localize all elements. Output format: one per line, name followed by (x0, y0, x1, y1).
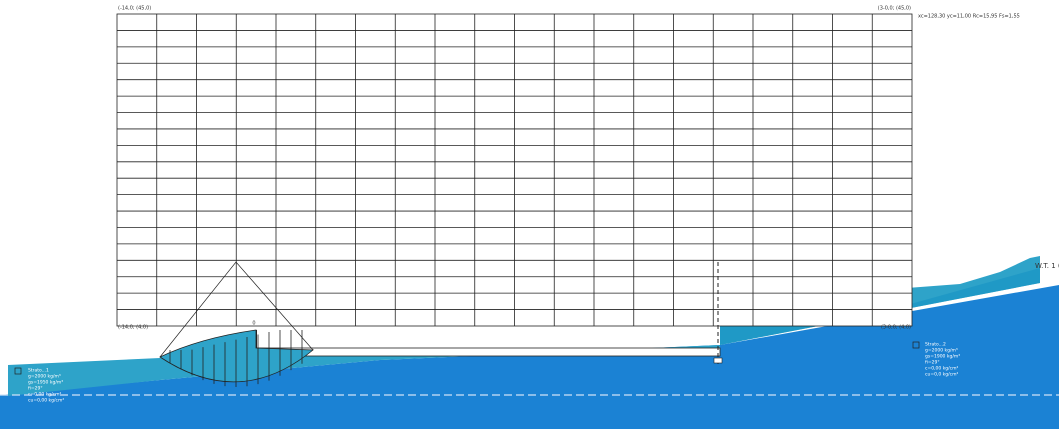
corner-label: (3-0,0; (4,0) (881, 325, 911, 331)
stratum-icon (912, 341, 920, 349)
water-table-label: W.T. 1 (A (1035, 262, 1059, 270)
corner-label: (-14,0; (4,0) (118, 325, 148, 331)
stratum-property: gs=1950 kg/m³ (28, 380, 63, 386)
foundation-slab (254, 347, 721, 357)
stratum-property: Strato...2 (925, 342, 946, 348)
lower-stratum (0, 285, 1059, 429)
circle-info: xc=128,30 yc=11,00 Rc=15,95 Fs=1,55 (918, 14, 1020, 20)
stratum-property: fi=29° (925, 360, 940, 366)
stratum-property: g=2000 kg/m³ (28, 374, 61, 380)
stratum-property: g=2000 kg/m³ (925, 348, 958, 354)
slip-radius (159, 261, 314, 358)
slices (169, 330, 303, 387)
corner-label: (3-0,0; (45,0) (878, 6, 911, 12)
corner-label: (-14,0; (45,0) (118, 6, 151, 12)
stratum-property: cu=0,0 kg/cm² (925, 372, 959, 378)
stratum-property: c=0,00 kg/cm² (28, 392, 62, 398)
stratum-property: c=0,00 kg/cm² (925, 366, 959, 372)
slip-mass (159, 329, 315, 383)
wall-footing (713, 357, 723, 364)
stratum-icon (14, 367, 22, 375)
stratum-property: cu=0,00 kg/cm² (28, 398, 64, 404)
grid (117, 14, 912, 326)
stratum-property: Strato...1 (28, 368, 49, 374)
stratum-property: fi=29° (28, 386, 43, 392)
wall-marker: 0 (252, 321, 255, 327)
stratum-property: gs=1900 kg/m³ (925, 354, 960, 360)
